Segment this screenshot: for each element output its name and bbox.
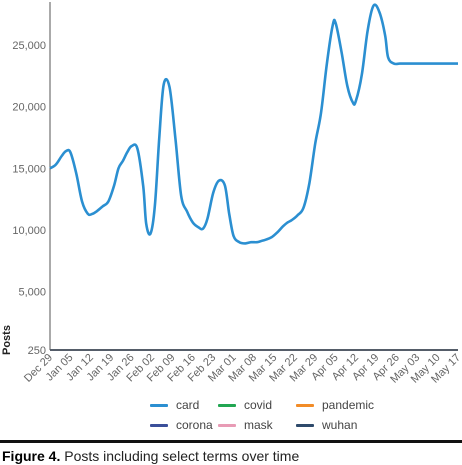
series-lines: [49, 3, 458, 351]
y-tick-label: 250: [28, 345, 46, 357]
y-axis-label: Posts: [1, 325, 13, 355]
y-tick-label: 15,000: [12, 163, 46, 175]
legend-swatch: [150, 403, 168, 407]
y-tick-label: 25,000: [12, 40, 46, 52]
legend-item-wuhan: wuhan: [296, 417, 386, 433]
series-line-card: [49, 3, 458, 245]
caption-label: Figure 4.: [2, 448, 61, 464]
legend-label: mask: [244, 418, 273, 432]
legend-item-mask: mask: [218, 417, 296, 433]
legend-label: pandemic: [322, 398, 375, 412]
caption-text: Posts including select terms over time: [60, 448, 300, 464]
legend-label: wuhan: [322, 418, 358, 432]
legend-label: covid: [244, 398, 273, 412]
y-tick-label: 5,000: [18, 286, 46, 298]
legend-swatch: [218, 403, 236, 407]
y-tick-label: 10,000: [12, 225, 46, 237]
legend-swatch: [296, 403, 314, 407]
chart: 250 5,000 10,000 15,000 20,000 25,000 Dec 29J…: [1, 2, 462, 386]
y-tick-label: 20,000: [12, 102, 46, 114]
legend-item-pandemic: pandemic: [296, 397, 386, 413]
y-axis: 250 5,000 10,000 15,000 20,000 25,000: [12, 2, 51, 357]
legend-swatch: [150, 423, 168, 427]
legend-label: card: [176, 398, 200, 412]
legend-item-card: card: [150, 397, 218, 413]
figure-caption: Figure 4. Posts including select terms o…: [2, 448, 299, 464]
caption-rule: [0, 440, 462, 443]
legend-label: corona: [176, 418, 213, 432]
legend-item-corona: corona: [150, 417, 218, 433]
legend-swatch: [218, 423, 236, 427]
legend-swatch: [296, 423, 314, 427]
legend-item-covid: covid: [218, 397, 296, 413]
legend: card covid pandemic corona mask wuhan: [150, 397, 390, 433]
